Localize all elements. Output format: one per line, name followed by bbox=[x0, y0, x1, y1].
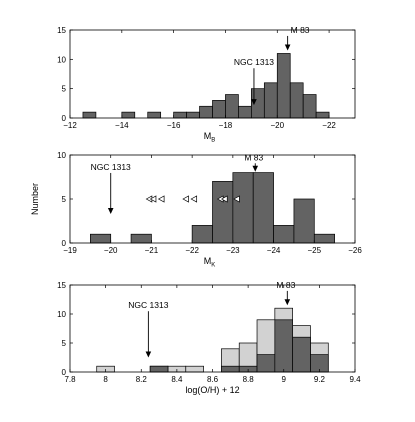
data-marker-triangle bbox=[157, 195, 165, 203]
histogram-bar bbox=[232, 172, 254, 244]
x-tick-label: 7.8 bbox=[64, 375, 76, 384]
histogram-bar bbox=[225, 94, 239, 119]
x-tick-label: −18 bbox=[219, 121, 233, 130]
histogram-bar bbox=[191, 225, 213, 244]
histogram-bar bbox=[274, 319, 293, 373]
y-tick-label: 0 bbox=[62, 368, 67, 377]
histogram-bar bbox=[212, 181, 234, 244]
annotation-arrowhead bbox=[107, 207, 114, 214]
histogram-bar bbox=[82, 111, 97, 119]
annotation-label: M 83 bbox=[244, 152, 263, 162]
x-tick-label: −20 bbox=[104, 246, 118, 255]
histogram-bar bbox=[263, 82, 278, 119]
y-tick-label: 5 bbox=[62, 195, 67, 204]
y-tick-label: 15 bbox=[57, 281, 66, 290]
data-marker-triangle bbox=[190, 195, 198, 203]
annotation-arrowhead bbox=[284, 299, 291, 306]
histogram-bar bbox=[315, 111, 330, 119]
y-axis-label: Number bbox=[30, 183, 40, 215]
annotation-arrowhead bbox=[145, 351, 152, 358]
x-tick-label: 8.2 bbox=[136, 375, 148, 384]
x-tick-label: −20 bbox=[270, 121, 284, 130]
data-marker-triangle bbox=[182, 195, 189, 203]
annotation-label: NGC 1313 bbox=[128, 300, 168, 310]
x-tick-label: 9.2 bbox=[314, 375, 326, 384]
x-axis-label: MK bbox=[204, 256, 216, 269]
histogram-bar bbox=[149, 365, 169, 373]
histogram-bar bbox=[276, 53, 291, 119]
histogram-bar bbox=[199, 105, 213, 119]
x-tick-label: 8.6 bbox=[207, 375, 219, 384]
histogram-bar bbox=[130, 233, 152, 244]
y-tick-label: 10 bbox=[57, 55, 66, 64]
x-tick-label: −22 bbox=[322, 121, 336, 130]
data-marker-triangle bbox=[149, 195, 157, 203]
x-tick-label: −21 bbox=[145, 246, 159, 255]
x-axis-label: log(O/H) + 12 bbox=[185, 385, 239, 395]
x-axis-label: MB bbox=[204, 131, 216, 144]
histogram-bar bbox=[302, 94, 317, 119]
histogram-bar bbox=[293, 198, 315, 244]
x-tick-label: −26 bbox=[348, 246, 362, 255]
y-tick-label: 5 bbox=[62, 85, 67, 94]
x-tick-label: 9 bbox=[282, 375, 287, 384]
histogram-bar bbox=[256, 354, 276, 373]
plot-frame bbox=[69, 29, 356, 119]
x-tick-label: −19 bbox=[63, 246, 77, 255]
y-tick-label: 5 bbox=[62, 339, 67, 348]
histogram-bar bbox=[147, 111, 162, 119]
x-tick-label: −12 bbox=[63, 121, 77, 130]
x-tick-label: 9.4 bbox=[349, 375, 361, 384]
x-tick-label: 8.8 bbox=[243, 375, 255, 384]
histogram-panel-2: −19 −20 −21 −22 −23 −24 −25 −26 0 5 10 MK Number NGC … bbox=[30, 151, 362, 269]
x-tick-label: −23 bbox=[226, 246, 240, 255]
annotation-arrowhead bbox=[284, 44, 291, 51]
y-tick-label: 10 bbox=[57, 151, 66, 160]
histogram-bar bbox=[212, 100, 226, 119]
histogram-bar bbox=[186, 111, 200, 119]
x-tick-label: 8 bbox=[103, 375, 108, 384]
x-tick-label: 8.4 bbox=[171, 375, 183, 384]
y-tick-label: 0 bbox=[62, 239, 67, 248]
histogram-bar bbox=[273, 225, 295, 244]
x-tick-label: −24 bbox=[267, 246, 281, 255]
histogram-panel-3: 7.8 8 8.2 8.4 8.6 8.8 9 9.2 9.4 0 5 10 15 log(O/H) + … bbox=[57, 280, 361, 395]
histogram-bar bbox=[292, 336, 311, 373]
histogram-bar bbox=[185, 365, 204, 373]
y-tick-label: 10 bbox=[57, 310, 66, 319]
data-marker-triangle bbox=[233, 195, 240, 203]
histogram-bar bbox=[289, 82, 304, 119]
x-tick-label: −14 bbox=[115, 121, 129, 130]
data-marker-triangle bbox=[220, 195, 228, 203]
histogram-bar bbox=[173, 111, 187, 119]
histogram-bar bbox=[238, 105, 252, 119]
histogram-panel-1: −12 −14 −16 −18 −20 −22 0 5 10 15 MB NGC 1313 M 83 bbox=[57, 25, 356, 144]
x-tick-label: −16 bbox=[167, 121, 181, 130]
histogram-bar bbox=[221, 365, 240, 373]
histogram-bar bbox=[121, 111, 136, 119]
histogram-bar bbox=[90, 233, 112, 244]
y-tick-label: 15 bbox=[57, 26, 66, 35]
histogram-bar bbox=[252, 172, 274, 244]
y-tick-label: 0 bbox=[62, 114, 67, 123]
annotation-label: M 83 bbox=[276, 280, 295, 290]
annotation-arrowhead bbox=[251, 99, 257, 106]
histogram-bar bbox=[313, 233, 336, 244]
x-tick-label: −22 bbox=[185, 246, 199, 255]
annotation-label: NGC 1313 bbox=[234, 57, 274, 67]
annotation-label: NGC 1313 bbox=[91, 162, 131, 172]
x-tick-label: −25 bbox=[307, 246, 321, 255]
annotation-arrowhead bbox=[252, 165, 259, 172]
annotation-label: M 83 bbox=[291, 25, 310, 35]
